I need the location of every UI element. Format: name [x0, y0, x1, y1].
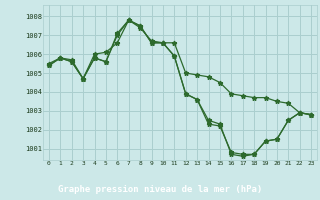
- Text: Graphe pression niveau de la mer (hPa): Graphe pression niveau de la mer (hPa): [58, 185, 262, 194]
